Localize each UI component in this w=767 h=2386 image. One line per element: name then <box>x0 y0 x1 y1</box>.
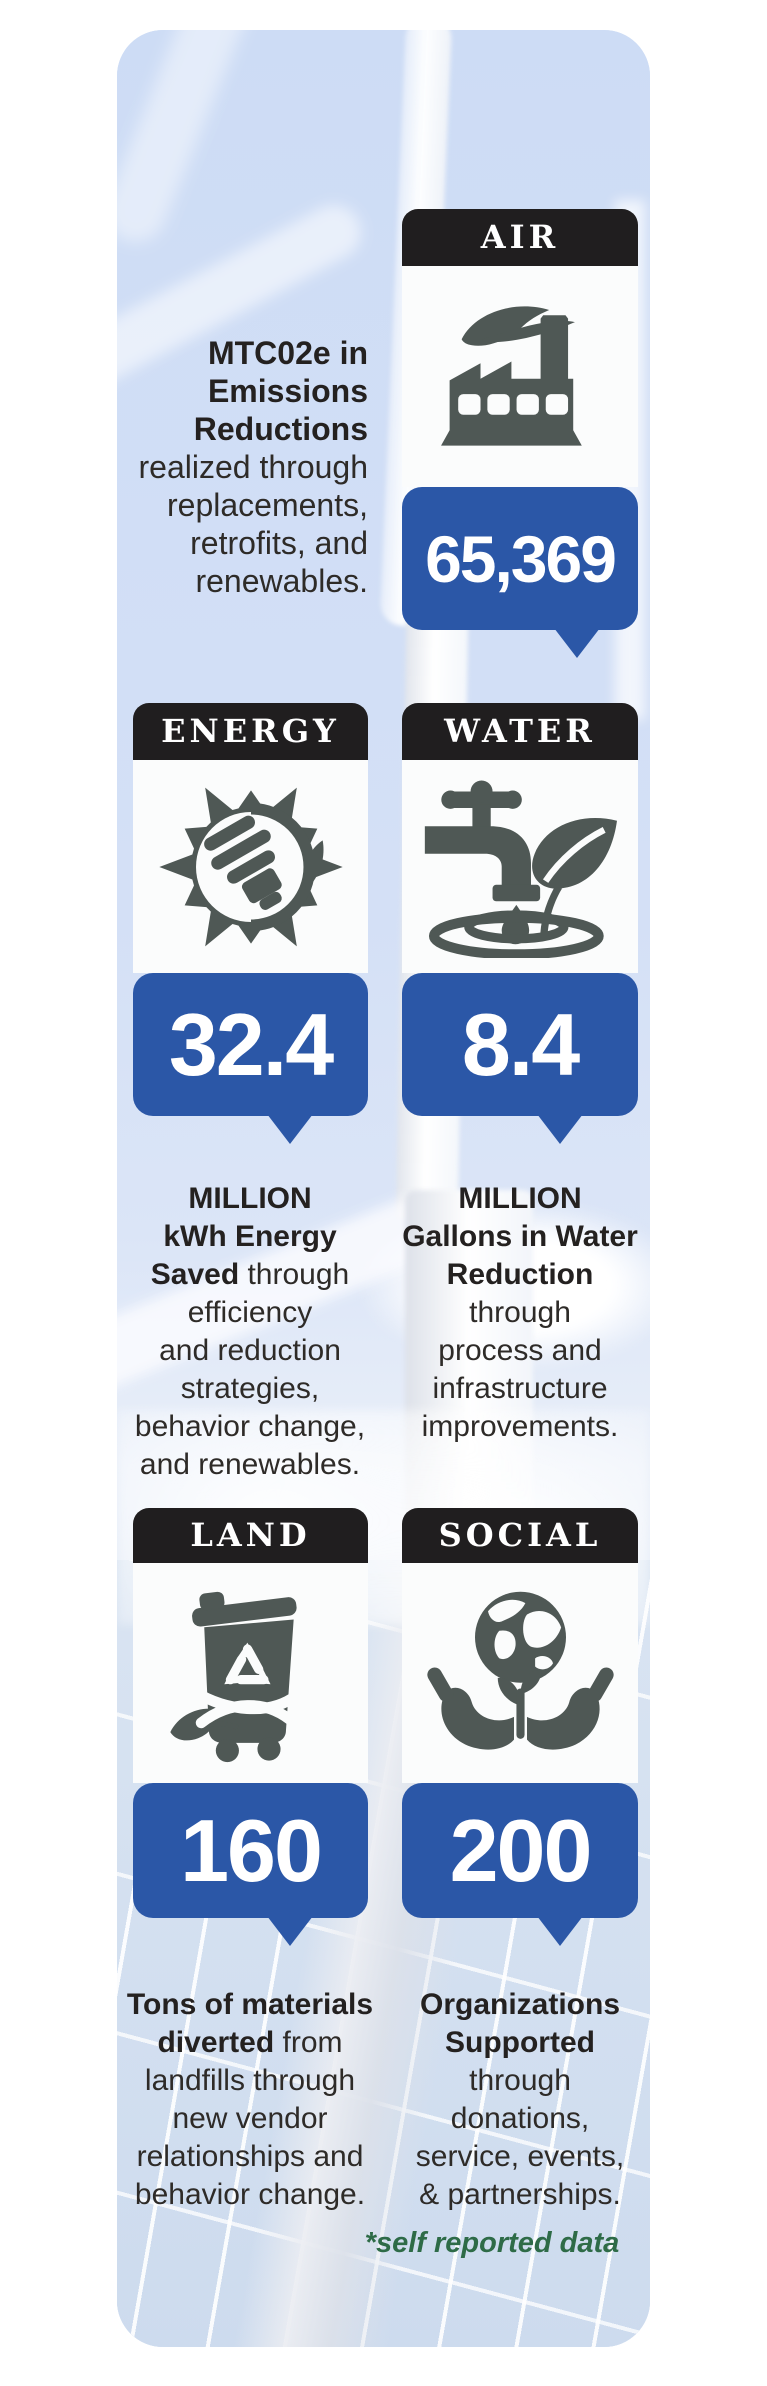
self-reported-data-note: *self reported data <box>364 2227 620 2259</box>
sun-bulb-leaf-icon <box>158 787 343 946</box>
description-bold-text: Tons of materials diverted <box>126 1988 374 2059</box>
stat-bubble-social: 200 <box>402 1783 638 1946</box>
section-description-land: Tons of materials diverted from landfill… <box>117 1986 390 2214</box>
intro-rest-text: realized through replacements, retrofits… <box>138 449 368 599</box>
bubble-tail <box>267 1114 314 1144</box>
stat-bubble-air: 65,369 <box>402 487 638 658</box>
stat-value: 160 <box>180 1800 323 1900</box>
bubble-tail <box>537 1916 584 1946</box>
section-title: AIR <box>480 218 560 256</box>
section-description-energy: MILLION kWh Energy Saved through efficie… <box>117 1180 390 1484</box>
globe-in-hands-icon <box>426 1591 614 1750</box>
faucet-drop-leaf-icon <box>424 780 617 958</box>
recycle-bin-leaf-icon <box>170 1591 303 1762</box>
section-body-energy <box>133 760 368 973</box>
description-bold-text: Organizations Supported <box>419 1988 621 2059</box>
description-text: from landfills through new vendor relati… <box>134 2026 366 2211</box>
stat-value: 65,369 <box>425 521 617 596</box>
intro-bold-text: MTC02e in Emissions Reductions <box>193 335 368 447</box>
stat-bubble-energy: 32.4 <box>133 973 368 1144</box>
section-title: ENERGY <box>161 712 340 750</box>
description-bold-text: MILLION kWh Energy Saved <box>150 1182 337 1291</box>
factory-leaf-icon <box>441 305 582 446</box>
section-header-air: AIR <box>402 209 638 266</box>
section-title: WATER <box>444 712 596 750</box>
section-description-water: MILLION Gallons in Water Reduction throu… <box>380 1180 650 1446</box>
description-bold-text: MILLION Gallons in Water Reduction <box>402 1182 638 1291</box>
description-text: through process and infrastructure impro… <box>421 1296 619 1443</box>
section-header-energy: ENERGY <box>133 703 368 760</box>
bubble-tail <box>267 1916 314 1946</box>
section-description-social: Organizations Supported through donation… <box>380 1986 650 2214</box>
bubble-tail <box>553 628 600 658</box>
bubble-tail <box>537 1114 584 1144</box>
stat-value: 200 <box>449 1800 593 1900</box>
description-text: through donations, service, events, & pa… <box>415 2064 625 2211</box>
section-body-land <box>133 1563 368 1783</box>
stat-bubble-land: 160 <box>133 1783 368 1946</box>
section-body-air <box>402 266 638 487</box>
section-header-social: SOCIAL <box>402 1508 638 1563</box>
intro-text: MTC02e in Emissions Reductions realized … <box>117 334 368 600</box>
section-title: SOCIAL <box>438 1516 602 1554</box>
sustainability-infographic-card: MTC02e in Emissions Reductions realized … <box>117 30 650 2347</box>
section-body-social <box>402 1563 638 1783</box>
section-body-water <box>402 760 638 973</box>
section-header-land: LAND <box>133 1508 368 1563</box>
stat-bubble-water: 8.4 <box>402 973 638 1144</box>
section-title: LAND <box>190 1516 311 1554</box>
section-header-water: WATER <box>402 703 638 760</box>
stat-value: 8.4 <box>461 994 580 1094</box>
stat-value: 32.4 <box>168 994 334 1094</box>
description-text: through efficiency and reduction strateg… <box>134 1258 366 1481</box>
